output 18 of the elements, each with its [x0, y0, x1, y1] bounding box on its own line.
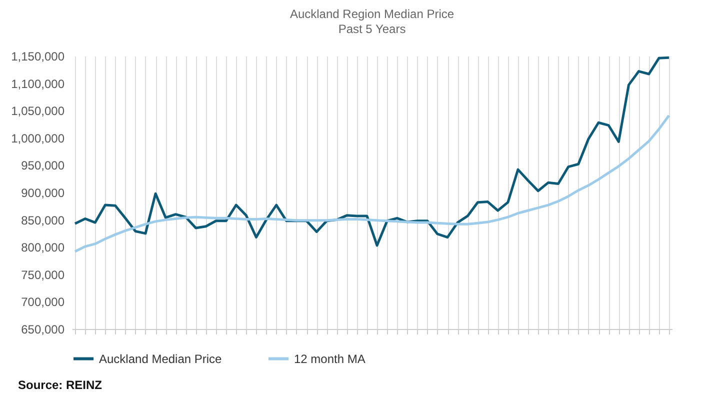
chart-subtitle: Past 5 Years — [338, 22, 406, 36]
y-tick-label: 700,000 — [21, 295, 65, 310]
legend-label: 12 month MA — [294, 352, 366, 366]
source-note: Source: REINZ — [18, 378, 102, 392]
line-series — [74, 114, 670, 253]
y-tick-label: 1,000,000 — [11, 131, 65, 146]
y-tick-label: 1,100,000 — [11, 76, 65, 91]
y-tick-label: 650,000 — [21, 322, 65, 336]
line-series — [74, 56, 670, 247]
y-tick-label: 850,000 — [21, 213, 65, 228]
y-tick-label: 900,000 — [21, 186, 65, 200]
y-tick-label: 750,000 — [21, 268, 65, 282]
legend-label: Auckland Median Price — [99, 352, 222, 366]
y-tick-label: 1,150,000 — [11, 50, 65, 64]
y-tick-label: 950,000 — [21, 158, 65, 173]
chart-title: Auckland Region Median Price — [290, 7, 454, 21]
y-tick-label: 800,000 — [21, 240, 65, 255]
y-tick-label: 1,050,000 — [11, 104, 65, 118]
